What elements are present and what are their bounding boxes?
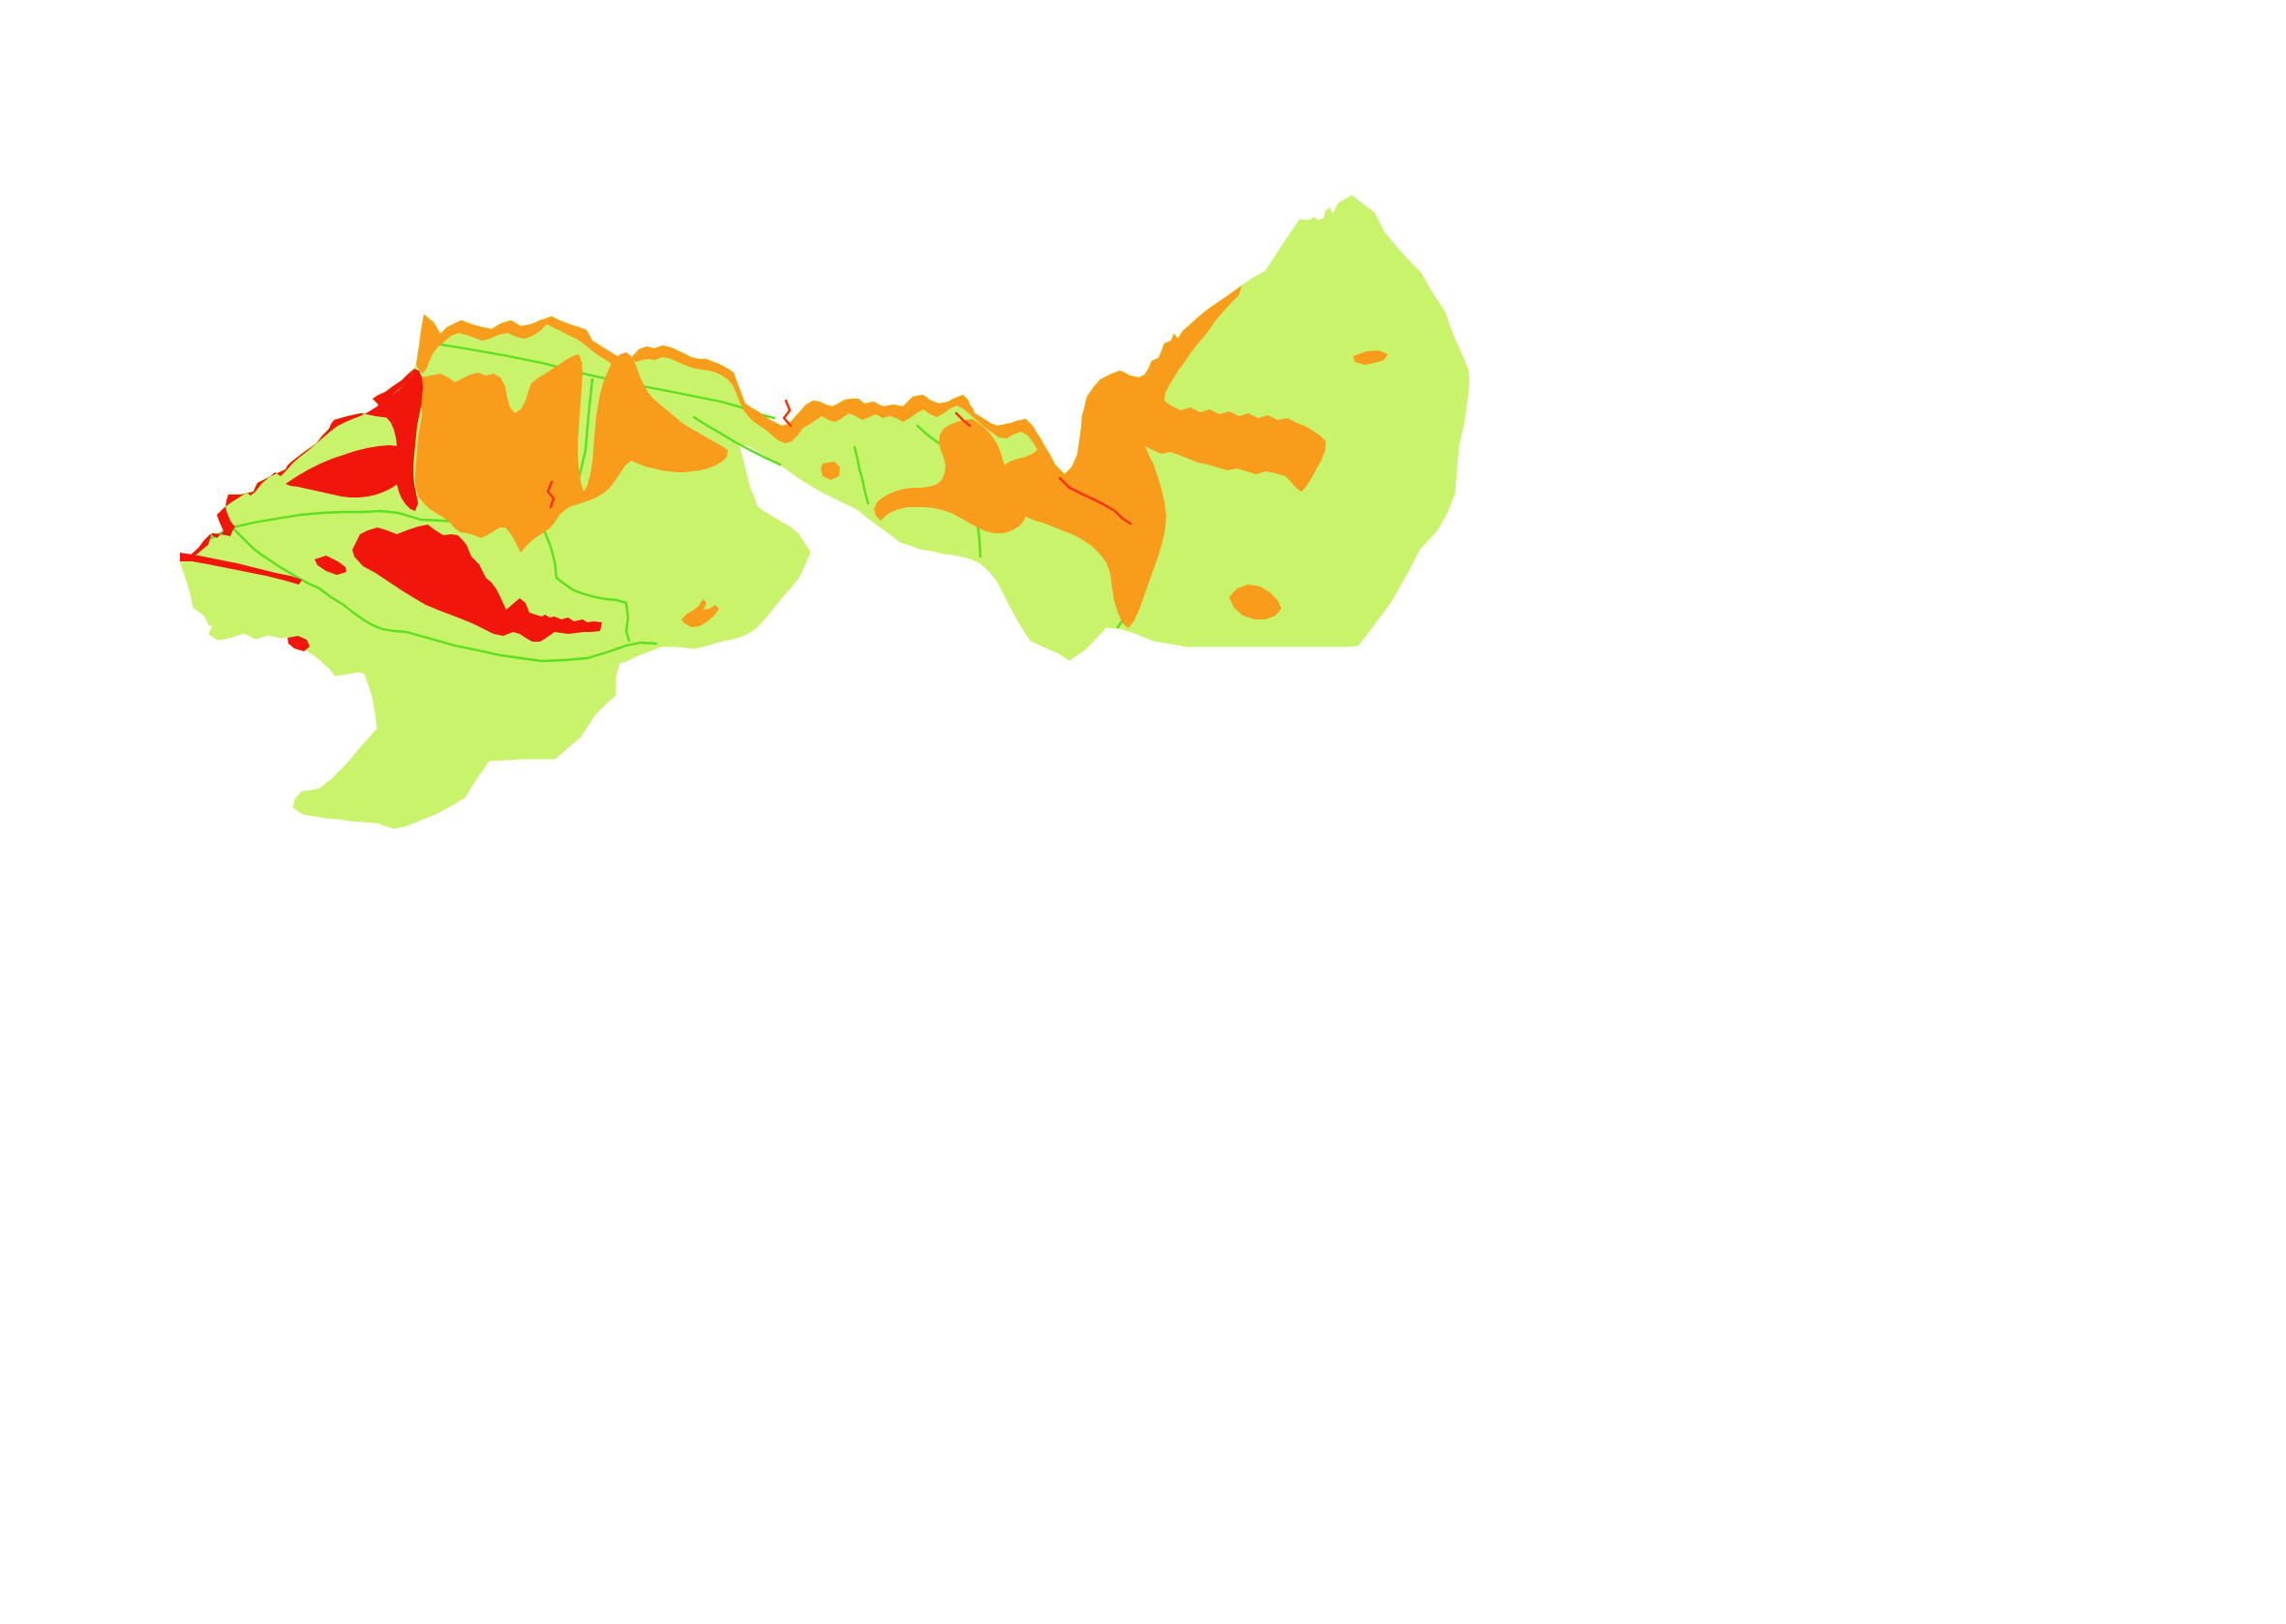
orange-zone-northwest-band <box>416 315 631 374</box>
red-zone-northwest-coastal-band <box>180 369 414 561</box>
orange-zone-isthmus-band <box>631 346 1059 470</box>
red-zone-south-central <box>352 525 602 642</box>
orange-zone-east-sliver <box>1353 350 1388 365</box>
red-zone-small-dash <box>315 556 346 575</box>
orange-zone-isthmus-lower <box>874 419 1026 533</box>
orange-zone-southeast-blob <box>1229 585 1281 619</box>
orange-zone-checkmark-south <box>681 599 719 627</box>
red-boundary-segment-isthmus <box>782 399 793 428</box>
orange-zone-west-blob <box>415 352 728 553</box>
orange-zones-layer <box>415 286 1388 628</box>
red-boundary-layer <box>546 399 1132 526</box>
orange-zone-east-complex <box>996 286 1326 628</box>
red-zone-diagonal-streak <box>286 445 412 497</box>
red-zone-cap-and-hook <box>377 369 423 511</box>
orange-zone-coastal-sliver <box>886 496 901 506</box>
red-boundary-segment-coast <box>954 411 972 428</box>
boundary-line-isthmus-east <box>853 445 870 505</box>
red-zone-thin-west-streak <box>180 553 302 585</box>
red-boundary-segment-east <box>1058 476 1132 526</box>
boundary-line-isthmus-west <box>692 415 782 466</box>
red-zone-coastal-dash <box>287 636 310 651</box>
boundary-line-southwest <box>230 526 658 663</box>
red-boundary-segment-west <box>546 480 556 509</box>
red-zones-layer <box>180 369 602 651</box>
orange-zone-small-square <box>821 462 840 480</box>
